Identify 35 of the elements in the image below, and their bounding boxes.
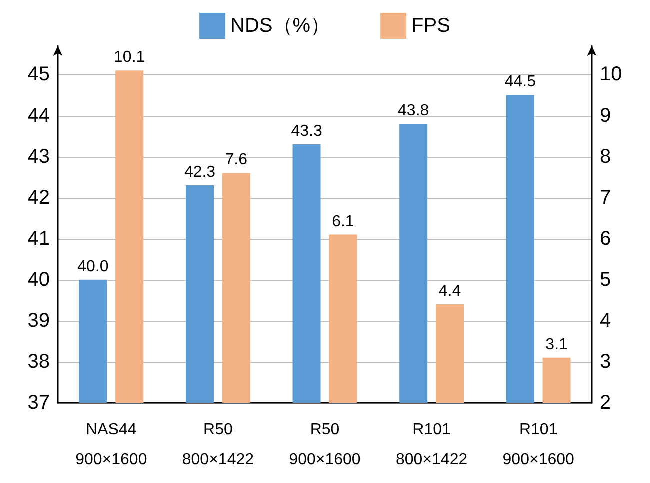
- y2-tick-label: 6: [600, 228, 612, 250]
- y-tick-label: 44: [28, 104, 50, 127]
- y-tick-label: 38: [28, 350, 50, 373]
- y-tick-label: 42: [28, 186, 50, 209]
- data-label: 43.8: [398, 102, 430, 120]
- data-label: 44.5: [504, 74, 536, 91]
- y2-tick-label: 10: [600, 64, 622, 86]
- data-label: 7.6: [225, 152, 248, 169]
- data-label: 43.3: [291, 122, 322, 140]
- y-tick-label: 40: [28, 268, 50, 291]
- data-label: 6.1: [332, 213, 354, 230]
- data-label: 10.1: [114, 49, 146, 66]
- y2-tick-label: 9: [600, 104, 612, 127]
- y2-tick-label: 4: [600, 310, 612, 332]
- y2-tick-label: 2: [600, 392, 612, 414]
- x-tick-label: R101 900×1600: [502, 422, 575, 468]
- y-tick-label: 41: [28, 228, 50, 250]
- y-tick-label: 37: [28, 392, 50, 414]
- x-tick-label: R101 800×1422: [396, 422, 468, 468]
- x-tick-label: R50 900×1600: [289, 422, 361, 468]
- y2-tick-label: 8: [600, 146, 612, 168]
- y-tick-label: 45: [28, 64, 50, 86]
- x-tick-label: R50 800×1422: [182, 422, 254, 468]
- y2-tick-label: 7: [600, 186, 612, 209]
- data-label: 42.3: [184, 164, 216, 182]
- y-tick-label: 43: [28, 146, 50, 168]
- y2-tick-label: 3: [600, 350, 612, 373]
- legend-label: NDS（%）: [230, 15, 331, 37]
- data-label: 3.1: [546, 336, 568, 354]
- x-tick-label: NAS44 900×1600: [76, 422, 148, 468]
- data-label: 4.4: [438, 283, 462, 300]
- y-tick-label: 39: [28, 310, 50, 332]
- y2-tick-label: 5: [600, 268, 612, 291]
- data-label: 40.0: [78, 258, 109, 276]
- legend-label: FPS: [412, 15, 450, 37]
